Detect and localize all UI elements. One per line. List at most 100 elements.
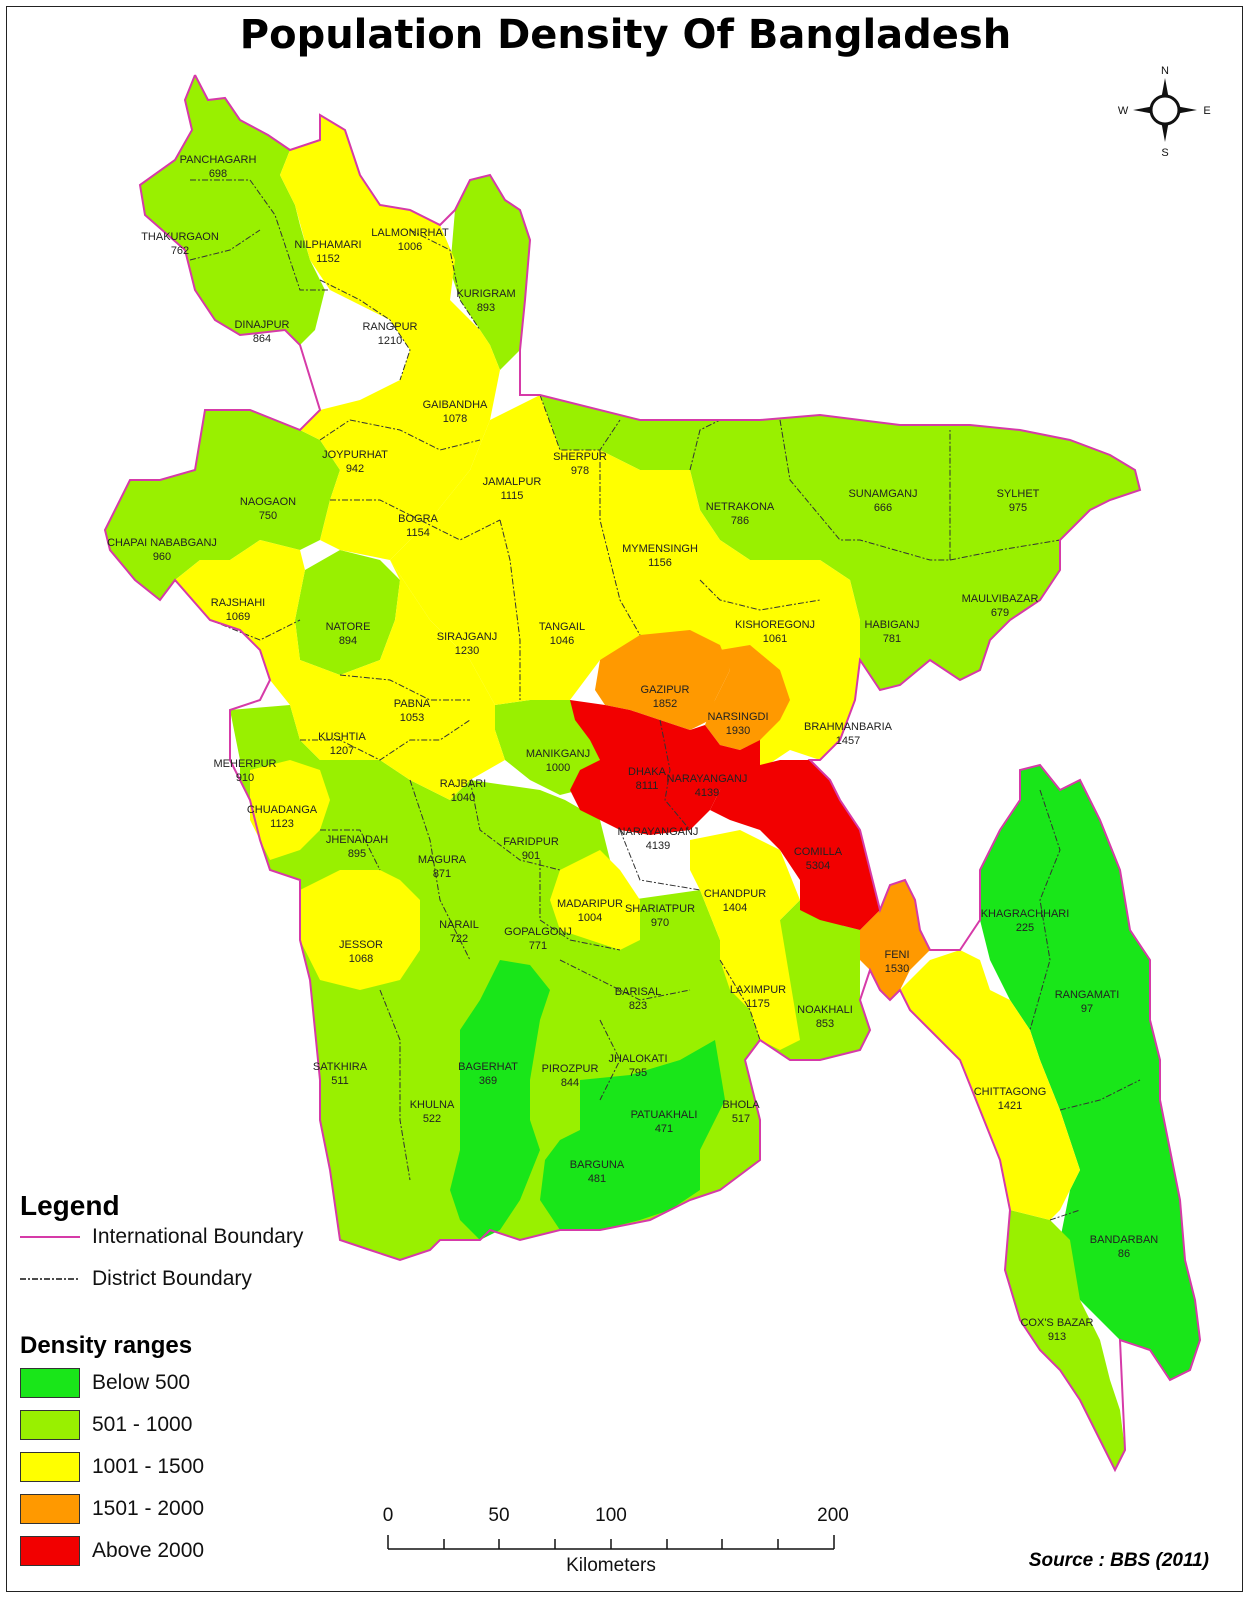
international-boundary: [103, 74, 1202, 1473]
district-name: BARISAL: [615, 986, 661, 998]
district-name: SHERPUR: [553, 451, 607, 463]
region-narsingdi: [705, 645, 790, 750]
district-density: 1154: [406, 527, 430, 539]
region-hill-tracts: [980, 765, 1200, 1380]
district-density: 942: [346, 463, 364, 475]
district-density: 471: [655, 1123, 673, 1135]
district-density: 1421: [998, 1100, 1022, 1112]
district-density: 1040: [451, 792, 475, 804]
district-name: GAIBANDHA: [423, 399, 488, 411]
district-name: MANIKGANJ: [526, 748, 590, 760]
source-note: Source : BBS (2011): [1028, 1550, 1209, 1571]
district-density: 1230: [455, 645, 479, 657]
scale-bar-graphic: [387, 1535, 835, 1550]
district-density: 975: [1009, 502, 1027, 514]
region-jessor: [300, 870, 420, 990]
district-density: 1053: [400, 712, 424, 724]
district-density: 522: [423, 1113, 441, 1125]
district-density: 1457: [836, 735, 860, 747]
district-name: CHUADANGA: [247, 804, 318, 816]
range-501-1000: 501 - 1000: [20, 1410, 192, 1440]
district-name: FARIDPUR: [503, 836, 559, 848]
district-name: HABIGANJ: [864, 619, 919, 631]
district-name: GOPALGONJ: [504, 926, 572, 938]
region-comilla: [710, 760, 880, 930]
district-name: PANCHAGARH: [180, 154, 257, 166]
district-density: 666: [874, 502, 892, 514]
district-name: NAOGAON: [240, 496, 296, 508]
district-density: 1852: [653, 698, 677, 710]
range-1001-1500: 1001 - 1500: [20, 1452, 204, 1482]
district-density: 4139: [695, 787, 719, 799]
district-name: LAXIMPUR: [730, 984, 786, 996]
district-boundary-line: [539, 394, 621, 451]
district-boundary-line: [300, 719, 471, 761]
district-density: 225: [1016, 922, 1034, 934]
district-density: 1068: [349, 953, 373, 965]
district-name: KISHOREGONJ: [735, 619, 815, 631]
district-name: JAMALPUR: [483, 476, 542, 488]
district-boundary-line: [319, 419, 481, 451]
district-density: 844: [561, 1077, 579, 1089]
range-swatch: [20, 1536, 80, 1566]
district-density: 1152: [316, 253, 340, 265]
district-boundary-line: [379, 989, 411, 1181]
district-density: 895: [348, 848, 366, 860]
map-title: Population Density Of Bangladesh: [239, 12, 1012, 58]
district-density: 5304: [806, 860, 830, 872]
district-name: SATKHIRA: [313, 1061, 368, 1073]
district-boundary-line: [1059, 1079, 1141, 1111]
district-name: CHAPAI NABABGANJ: [107, 537, 217, 549]
range-1501-2000: 1501 - 2000: [20, 1494, 204, 1524]
district-name: SIRAJGANJ: [437, 631, 498, 643]
district-density: 1404: [723, 902, 747, 914]
international-boundary-line: [103, 74, 1202, 1473]
district-density: 978: [571, 465, 589, 477]
region-dhaka-narayanganj: [570, 700, 760, 835]
district-name: SUNAMGANJ: [848, 488, 917, 500]
district-name: NARAYANGANJ: [618, 826, 699, 838]
district-boundary-line: [1029, 789, 1061, 1031]
district-boundary-line: [1049, 1209, 1081, 1221]
district-name: CHANDPUR: [704, 888, 766, 900]
district-name: MADARIPUR: [557, 898, 623, 910]
range-label: 1001 - 1500: [92, 1455, 205, 1478]
district-density: 1000: [546, 762, 570, 774]
district-name: BANDARBAN: [1090, 1234, 1159, 1246]
district-name: DHAKA: [628, 766, 667, 778]
district-name: KHULNA: [410, 1099, 455, 1111]
district-density: 679: [991, 607, 1009, 619]
district-boundary-line: [339, 674, 470, 701]
district-boundary-line: [949, 539, 1061, 561]
district-name: RAJBARI: [440, 778, 486, 790]
range-swatch: [20, 1452, 80, 1482]
district-boundary-swatch: [20, 1278, 80, 1280]
district-name: NARAIL: [439, 919, 479, 931]
district-density: 97: [1081, 1003, 1093, 1015]
legend-district-boundary: District Boundary: [20, 1266, 252, 1292]
district-name: TANGAIL: [539, 621, 585, 633]
district-boundary-line: [659, 719, 691, 831]
legend-international-boundary: International Boundary: [20, 1224, 303, 1250]
district-boundary-line: [320, 829, 381, 871]
district-name: NETRAKONA: [706, 501, 775, 513]
district-density: 853: [816, 1018, 834, 1030]
district-boundary-line: [779, 419, 951, 561]
district-name: COMILLA: [794, 846, 843, 858]
district-name: RAJSHAHI: [211, 597, 265, 609]
district-density: 970: [651, 917, 669, 929]
district-name: MYMENSINGH: [622, 543, 698, 555]
district-density: 823: [629, 1000, 647, 1012]
district-density: 4139: [646, 840, 670, 852]
district-labels: PANCHAGARH 698 THAKURGAON 762 NILPHAMARI 1152…: [107, 154, 1158, 1343]
district-name: RANGAMATI: [1055, 989, 1120, 1001]
north-arrow: N S E W: [1118, 65, 1211, 159]
district-density: 722: [450, 933, 468, 945]
district-density: 1004: [578, 912, 602, 924]
region-natore: [295, 550, 400, 675]
district-density: 864: [253, 333, 271, 345]
district-name: NARAYANGANJ: [667, 773, 748, 785]
district-density: 762: [171, 245, 189, 257]
district-name: SYLHET: [997, 488, 1040, 500]
district-name: PIROZPUR: [542, 1063, 599, 1075]
